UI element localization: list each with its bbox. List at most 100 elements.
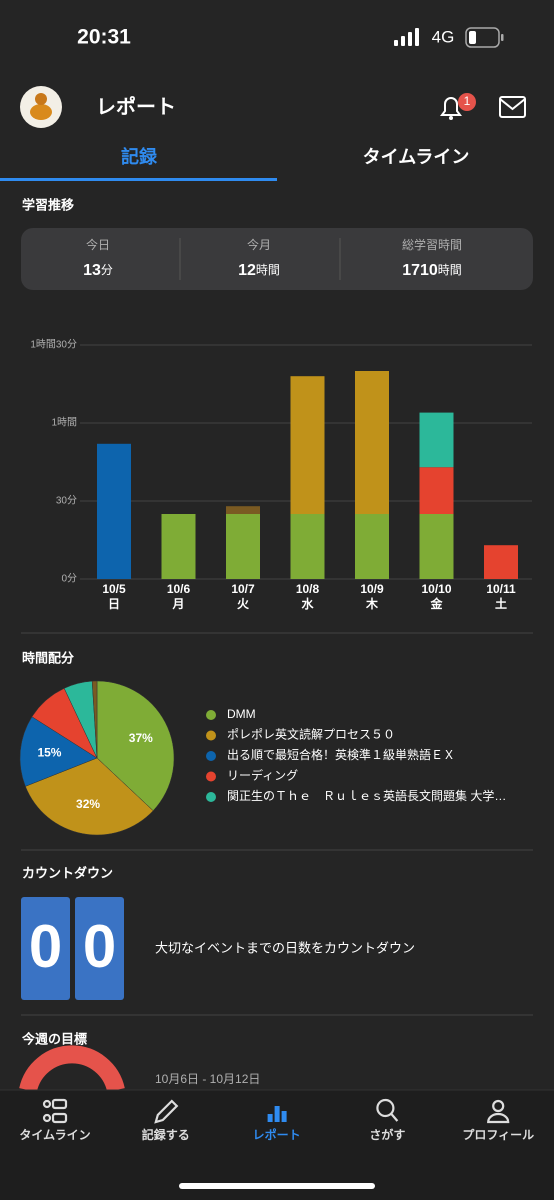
x-tick-weekday: 月 (171, 597, 184, 611)
stat-value: 13分 (83, 262, 113, 279)
pie-slice (96, 680, 175, 812)
goal-range: 10月6日 - 10月12日 (155, 1072, 260, 1086)
bell-icon[interactable] (440, 93, 476, 120)
bar-segment (355, 514, 389, 579)
x-tick-label: 10/10 (421, 582, 451, 596)
pie-slice (19, 716, 98, 787)
nav-icon[interactable] (376, 1098, 399, 1122)
countdown-digit: 0 (29, 913, 62, 980)
bar-segment (97, 443, 131, 579)
notification-badge: 1 (464, 94, 471, 108)
legend-swatch (206, 751, 216, 761)
bar-segment (419, 412, 454, 468)
x-tick-weekday: 水 (301, 596, 314, 611)
nav-label[interactable]: プロフィール (462, 1127, 534, 1142)
section-title: 時間配分 (22, 650, 74, 665)
icon-part (487, 1112, 510, 1124)
nav-label[interactable]: タイムライン (19, 1128, 90, 1142)
stat-value: 12時間 (238, 262, 280, 279)
countdown-tile (75, 897, 124, 1000)
y-tick-label: 1時間30分 (30, 339, 77, 351)
stats-box (21, 228, 533, 290)
tab-indicator (0, 178, 277, 181)
bar-segment (355, 371, 389, 514)
bar-segment (226, 514, 260, 579)
nav-icon[interactable] (42, 1098, 68, 1124)
countdown-text: 大切なイベントまでの日数をカウントダウン (155, 940, 415, 955)
x-tick-label: 10/6 (167, 582, 191, 596)
legend-swatch (206, 730, 216, 741)
x-tick-label: 10/7 (231, 582, 255, 596)
legend-label: DMM (227, 707, 256, 721)
y-tick-label: 1時間 (51, 417, 77, 429)
icon-part (267, 1114, 273, 1122)
bar-segment (419, 467, 454, 514)
stat-label: 今月 (247, 237, 271, 252)
legend-label: 出る順で最短合格！英検準１級単熟語ＥＸ (227, 747, 455, 762)
clock: 20:31 (77, 26, 131, 49)
tab[interactable]: タイムライン (363, 147, 470, 167)
icon-part (51, 1098, 68, 1110)
pie-label: 15% (37, 746, 61, 760)
nav-label[interactable]: レポート (253, 1127, 301, 1142)
home-indicator (179, 1183, 375, 1189)
network-type: 4G (432, 27, 455, 46)
goal-ring (19, 1045, 125, 1093)
section-title: 今週の目標 (21, 1031, 87, 1046)
bar-segment (484, 545, 518, 579)
bar-segment (290, 376, 325, 514)
icon-part (492, 1099, 505, 1113)
mail-icon[interactable] (499, 96, 526, 118)
tab[interactable]: 記録 (121, 146, 158, 167)
stat-unit: 分 (101, 263, 113, 277)
icon-part (51, 1112, 68, 1124)
nav-label[interactable]: 記録する (142, 1127, 190, 1142)
x-tick-label: 10/11 (486, 582, 516, 596)
x-tick-label: 10/5 (102, 582, 126, 596)
x-tick-weekday: 金 (429, 596, 443, 611)
x-tick-label: 10/9 (360, 582, 384, 596)
avatar[interactable] (20, 86, 62, 128)
stat-unit: 時間 (256, 263, 280, 277)
icon-part (281, 1111, 287, 1122)
legend-swatch (206, 771, 216, 782)
section-title: 学習推移 (22, 197, 74, 212)
x-tick-weekday: 火 (237, 597, 250, 611)
legend-label: 関正生のＴｈｅ Ｒｕｌｅｓ英語長文問題集 大学… (227, 788, 506, 803)
pie-slice (91, 680, 98, 759)
x-tick-weekday: 日 (108, 597, 120, 611)
stat-number: 1710 (402, 262, 438, 279)
icon-part (42, 1099, 52, 1109)
stat-label: 今日 (86, 237, 110, 252)
y-tick-label: 0分 (61, 573, 77, 585)
icon-part (274, 1106, 280, 1122)
pie-slice (25, 757, 154, 836)
legend-swatch (206, 792, 216, 802)
x-tick-label: 10/8 (296, 582, 320, 596)
pie-label: 37% (129, 731, 153, 745)
nav-icon[interactable] (267, 1106, 287, 1122)
battery-icon (465, 27, 504, 48)
stat-number: 13 (83, 262, 101, 279)
bar-segment (161, 514, 196, 579)
icon-part (154, 1099, 179, 1124)
nav-icon[interactable] (154, 1099, 179, 1124)
x-tick-weekday: 土 (495, 596, 507, 611)
stat-number: 12 (238, 262, 256, 279)
pie-label: 32% (76, 797, 100, 811)
legend-label: リーディング (227, 768, 298, 783)
nav-icon[interactable] (487, 1099, 510, 1124)
bar-segment (290, 514, 325, 579)
stat-label: 総学習時間 (402, 237, 462, 252)
icon-part (42, 1113, 52, 1123)
legend-label: ポレポレ英文読解プロセス５０ (227, 727, 395, 742)
legend-swatch (206, 710, 216, 720)
countdown-digit: 0 (83, 913, 116, 980)
signal-icon (394, 28, 419, 46)
x-tick-weekday: 木 (365, 596, 379, 611)
countdown-tile (21, 897, 70, 1000)
y-tick-label: 30分 (56, 495, 77, 507)
nav-label[interactable]: さがす (369, 1127, 405, 1142)
